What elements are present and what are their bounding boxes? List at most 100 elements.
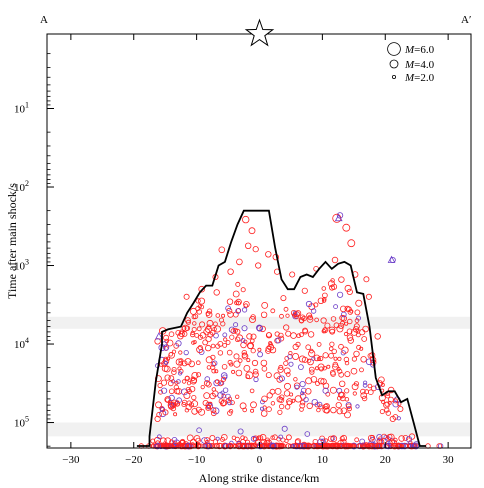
event-circle	[195, 406, 202, 413]
event-circle	[333, 442, 341, 450]
event-circle	[200, 384, 205, 390]
event-circle	[379, 409, 385, 415]
event-circle	[311, 399, 318, 406]
event-circle	[222, 342, 228, 348]
event-circle	[340, 407, 348, 415]
event-circle	[345, 442, 352, 450]
event-circle	[330, 316, 337, 322]
event-circle	[209, 392, 216, 400]
event-circle	[178, 442, 185, 450]
event-circle	[330, 406, 337, 414]
event-circle	[367, 434, 375, 442]
event-circle	[211, 410, 217, 417]
event-circle	[283, 360, 289, 366]
event-triangle	[155, 332, 163, 340]
event-circle	[278, 375, 285, 382]
event-circle	[235, 369, 243, 377]
event-circle	[322, 387, 329, 394]
event-circle	[327, 435, 334, 442]
event-circle	[319, 435, 325, 442]
event-circle	[353, 350, 360, 358]
event-circle	[150, 438, 156, 444]
event-circle	[300, 387, 307, 394]
event-circle	[260, 410, 268, 417]
event-circle	[269, 388, 276, 395]
event-circle	[305, 344, 312, 351]
event-circle	[174, 380, 179, 385]
x-tick-label: 0	[257, 454, 263, 466]
event-circle	[344, 360, 350, 366]
event-circle	[240, 337, 246, 343]
event-circle	[184, 375, 190, 381]
event-circle	[297, 364, 304, 371]
event-circle	[159, 406, 165, 412]
event-circle	[336, 212, 344, 219]
event-circle	[206, 324, 212, 330]
event-circle	[159, 410, 167, 418]
event-circle	[235, 298, 242, 306]
event-circle	[246, 333, 253, 340]
event-circle	[275, 442, 283, 450]
event-circle	[166, 356, 171, 361]
event-circle	[204, 437, 210, 443]
event-circle	[318, 355, 324, 362]
event-circle	[277, 409, 283, 415]
event-circle	[218, 317, 224, 323]
event-circle	[385, 439, 393, 447]
event-circle	[328, 326, 336, 334]
event-circle	[162, 409, 169, 416]
event-circle	[176, 397, 182, 404]
event-circle	[246, 342, 254, 350]
event-circle	[252, 371, 259, 378]
event-circle	[259, 325, 266, 333]
event-circle	[339, 380, 346, 387]
event-circle	[339, 435, 345, 441]
event-circle	[346, 328, 353, 335]
event-circle	[235, 281, 241, 287]
event-circle	[324, 322, 331, 329]
event-circle	[405, 436, 413, 443]
event-circle	[229, 400, 235, 406]
event-circle	[331, 348, 337, 355]
event-circle	[157, 382, 163, 389]
event-circle	[273, 372, 281, 380]
event-circle	[204, 344, 212, 352]
event-circle	[279, 403, 285, 410]
event-circle	[204, 376, 211, 382]
event-circle	[279, 313, 284, 319]
event-circle	[188, 360, 196, 368]
event-circle	[229, 334, 235, 340]
x-tick-label: −30	[62, 454, 80, 466]
event-circle	[265, 345, 272, 352]
event-circle	[333, 304, 339, 310]
event-circle	[329, 386, 337, 394]
event-circle	[178, 360, 184, 366]
event-circle	[255, 262, 262, 269]
event-circle	[336, 408, 343, 415]
event-circle	[347, 337, 354, 344]
event-circle	[190, 331, 196, 338]
event-circle	[173, 412, 178, 417]
event-circle	[206, 365, 212, 370]
event-circle	[338, 343, 344, 350]
event-circle	[387, 433, 395, 441]
event-circle	[293, 311, 300, 318]
event-circle	[345, 403, 352, 410]
event-circle	[283, 324, 290, 331]
event-circle	[197, 334, 203, 340]
event-circle	[195, 437, 201, 444]
event-circle	[359, 367, 364, 373]
event-circle	[307, 331, 315, 338]
x-tick-label: 10	[317, 454, 329, 466]
event-circle	[178, 350, 183, 355]
event-circle	[329, 369, 336, 376]
event-circle	[392, 400, 400, 408]
event-circle	[183, 391, 191, 399]
event-circle	[260, 311, 268, 318]
event-circle	[270, 308, 276, 314]
event-circle	[354, 437, 360, 443]
event-circle	[161, 387, 168, 394]
event-circle	[305, 388, 312, 395]
event-circle	[220, 372, 228, 379]
event-circle	[185, 319, 191, 325]
